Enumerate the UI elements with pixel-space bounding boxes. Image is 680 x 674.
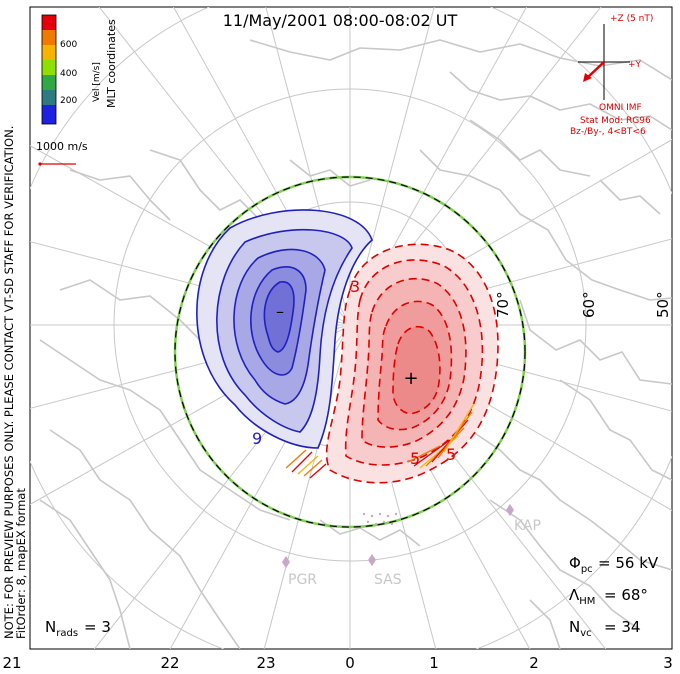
colorbar-title: Vel [m/s] — [92, 62, 102, 102]
scale-vector-label: 1000 m/s — [36, 140, 88, 153]
stat-phi-pc: Φpc = 56 kV — [569, 554, 659, 575]
station-marker-icon — [506, 504, 514, 516]
radar-coverage-dots — [362, 512, 398, 526]
imf-model-line2: Bz-/By-, 4<BT<6 — [570, 127, 646, 137]
station-marker-icon — [282, 556, 290, 568]
svg-text:= 68°: = 68° — [604, 586, 648, 604]
imf-z-label: +Z (5 nT) — [610, 14, 653, 24]
svg-text:Φpc: Φpc — [569, 554, 593, 575]
map-title: 11/May/2001 08:00-08:02 UT — [223, 11, 458, 30]
imf-arrowhead-icon — [583, 73, 592, 82]
mlt-label-2: 2 — [529, 654, 539, 672]
mlt-label-22: 22 — [160, 654, 179, 672]
mlt-label-0: 0 — [345, 654, 355, 672]
station-label-kap: KAP — [514, 518, 541, 534]
potential-max-marker: + — [403, 368, 418, 389]
imf-source-label: OMNI IMF — [599, 103, 642, 113]
potential-min-marker: – — [276, 302, 284, 321]
station-kap: KAP — [506, 504, 541, 534]
stat-n-vc: Nvc = 34 — [569, 618, 640, 639]
station-label-pgr: PGR — [288, 572, 317, 588]
mlt-label-21: 21 — [2, 654, 21, 672]
latitude-label-70: 70° — [494, 291, 512, 318]
positive-potential-cell — [325, 243, 499, 484]
mlt-label-1: 1 — [429, 654, 439, 672]
svg-text:Nrads: Nrads — [45, 618, 78, 639]
colorbar-tick-400: 400 — [60, 69, 77, 79]
contour-label-3: 3 — [350, 277, 360, 296]
scale-vector-origin — [38, 162, 42, 166]
svg-text:= 3: = 3 — [84, 618, 111, 636]
velocity-colorbar: 600 400 200 Vel [m/s] — [41, 14, 102, 125]
colorbar-tick-200: 200 — [60, 96, 77, 106]
stat-lambda-hm: ΛHM = 68° — [569, 586, 648, 607]
negative-potential-cell — [196, 209, 373, 449]
imf-vector — [586, 61, 605, 79]
hm-boundary — [174, 176, 526, 528]
velocity-vectors — [285, 403, 475, 479]
mlt-label-3: 3 — [663, 654, 673, 672]
contour-label-5b: 5 — [446, 445, 456, 464]
preview-note: NOTE: FOR PREVIEW PURPOSES ONLY. PLEASE … — [2, 126, 16, 639]
svg-text:ΛHM: ΛHM — [569, 586, 595, 607]
imf-y-label: +Y — [628, 60, 642, 70]
contour-label-9: 9 — [252, 429, 262, 448]
station-label-sas: SAS — [374, 572, 402, 588]
latitude-label-60: 60° — [580, 291, 598, 318]
coordinate-system-label: MLT coordinates — [105, 19, 118, 108]
station-sas: SAS — [368, 554, 402, 588]
latitude-label-50: 50° — [654, 291, 672, 318]
coastlines — [39, 39, 672, 649]
imf-model-line1: Stat Mod: RG96 — [580, 116, 651, 126]
station-marker-icon — [368, 554, 376, 566]
svg-text:= 34: = 34 — [604, 618, 640, 636]
mlt-axis: 21 22 23 0 1 2 3 — [2, 654, 672, 672]
station-pgr: PGR — [282, 556, 317, 588]
fit-order-note: FitOrder: 8, mapEX format — [14, 488, 28, 639]
svg-text:Nvc: Nvc — [569, 618, 592, 639]
stat-n-rads: Nrads = 3 — [45, 618, 111, 639]
imf-clock: +Z (5 nT) +Y OMNI IMF Stat Mod: RG96 Bz-… — [570, 14, 653, 137]
mlt-label-23: 23 — [256, 654, 275, 672]
contour-label-5a: 5 — [410, 449, 420, 468]
svg-text:= 56 kV: = 56 kV — [598, 554, 659, 572]
colorbar-tick-600: 600 — [60, 40, 77, 50]
